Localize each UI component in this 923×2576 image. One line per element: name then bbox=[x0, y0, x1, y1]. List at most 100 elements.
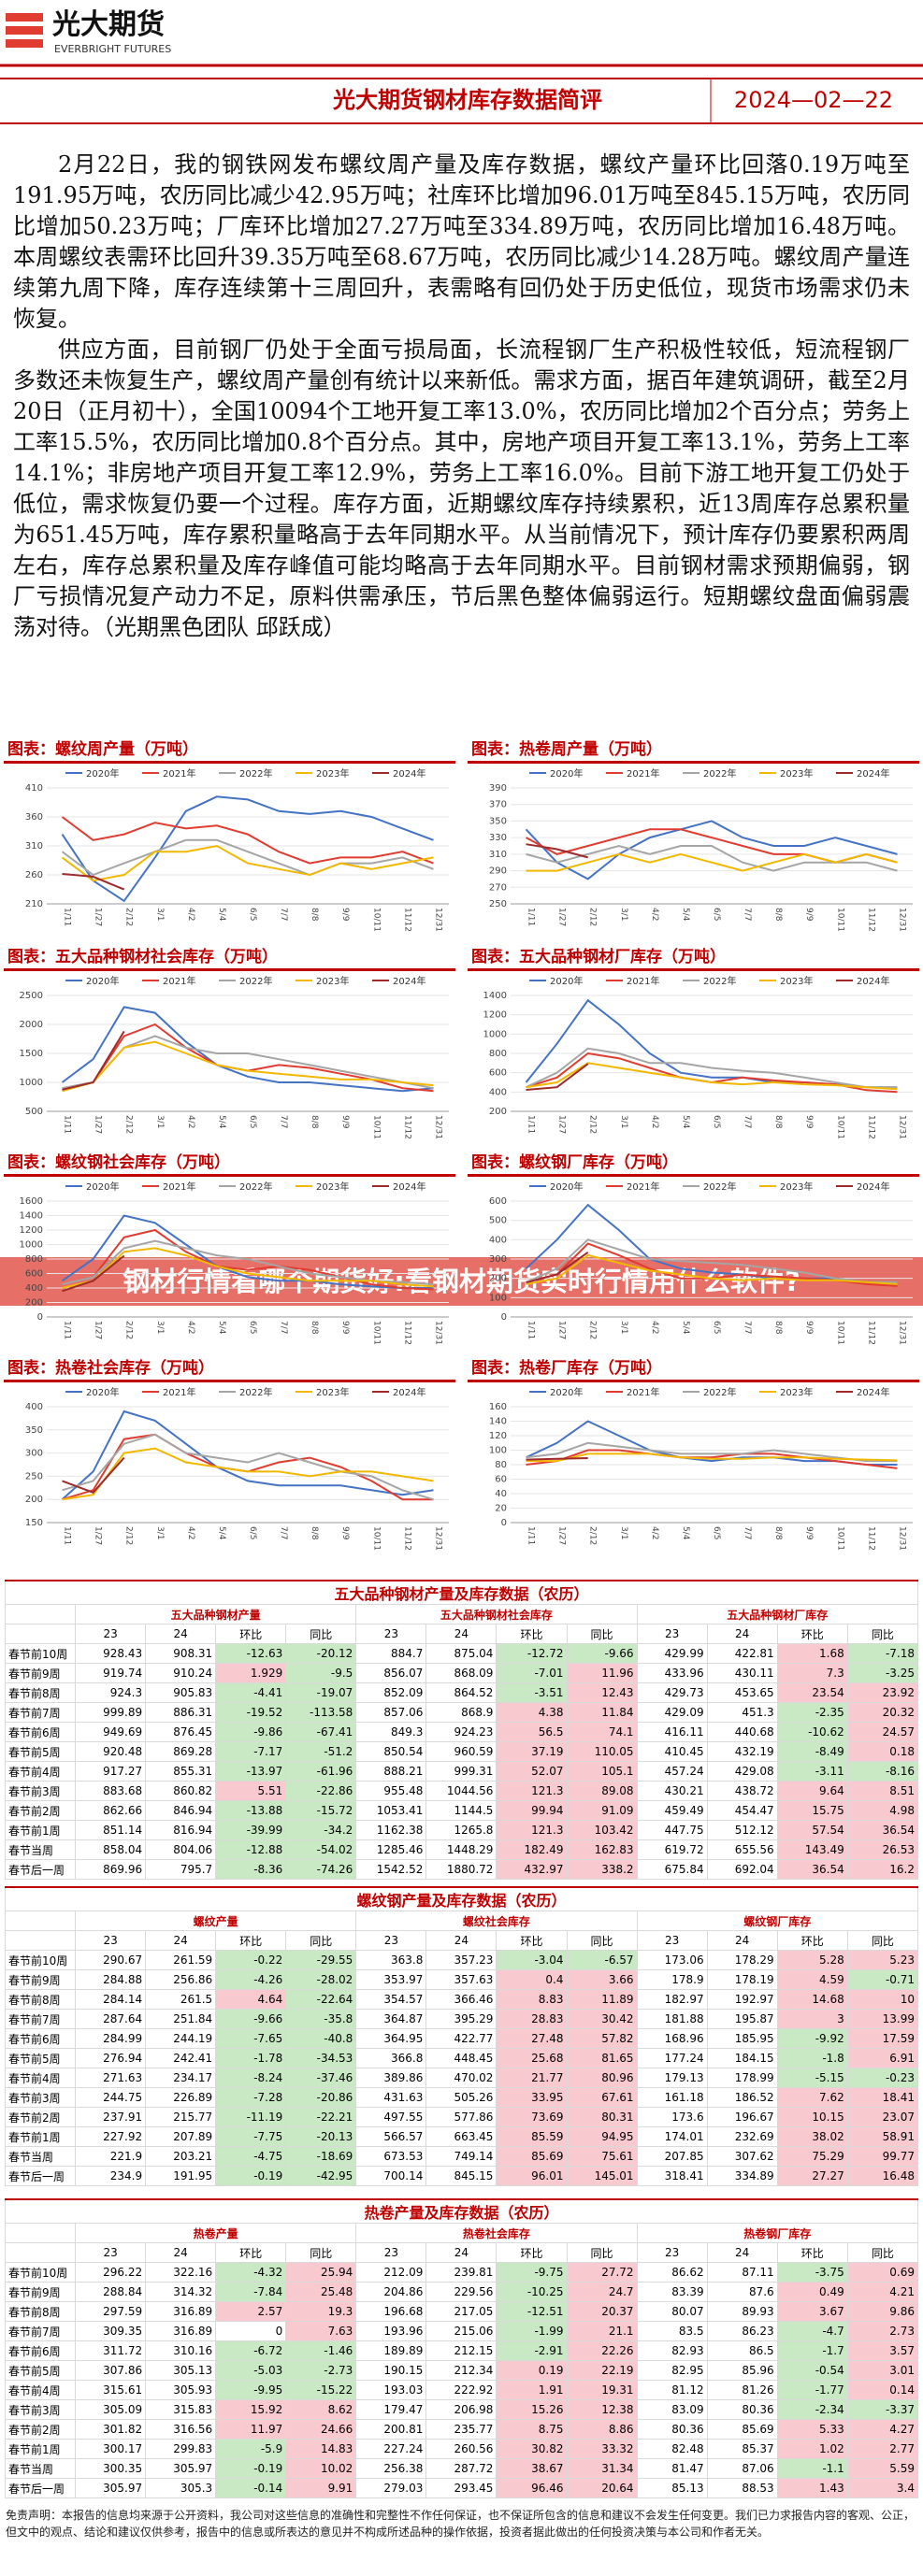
cell: -1.99 bbox=[496, 2321, 568, 2341]
cell: 316.89 bbox=[145, 2301, 217, 2322]
cell: 869.28 bbox=[145, 1741, 217, 1762]
cell: 457.24 bbox=[636, 1761, 708, 1782]
y-tick-label: 400 bbox=[25, 1283, 43, 1294]
cell: 27.72 bbox=[566, 2262, 638, 2283]
cell: 234.9 bbox=[75, 2166, 147, 2186]
row: 春节前8周 924.3 905.83 -4.41 -19.07 852.09 864.52-… bbox=[4, 1682, 919, 1703]
chart-svg: 500 1000 1500 2000 2500 1/11 1/27 2/12 3/1 4/2 5/4… bbox=[20, 975, 449, 1139]
column-header: 环比 bbox=[215, 2242, 287, 2263]
group-header: 热卷社会库存 bbox=[355, 2223, 638, 2243]
cell: 440.68 bbox=[706, 1722, 778, 1742]
column-header: 23 bbox=[355, 2242, 427, 2263]
cell: 67.61 bbox=[566, 2087, 638, 2108]
data-table: 热卷产量及库存数据（农历） 热卷产量 热卷社会库存 热卷钢厂库存 23 24 环比 同比 23 2… bbox=[4, 2198, 919, 2498]
cell: 25.94 bbox=[285, 2262, 357, 2283]
chart-svg: 210 260 310 360 410 1/11 1/27 2/12 3/1 4/2 5/4 6/5 7… bbox=[25, 767, 449, 932]
cell: 0.18 bbox=[846, 1741, 919, 1762]
chart-svg: 0 200 400 600 800 1000 1200 1400 1600 1/11 1/27 2/1… bbox=[20, 1181, 449, 1345]
cell: 8.83 bbox=[496, 1989, 568, 2010]
row-label: 春节前2周 bbox=[4, 2107, 77, 2127]
series-line bbox=[61, 1214, 434, 1289]
legend-label: 2024年 bbox=[393, 1181, 425, 1193]
cell: 459.49 bbox=[636, 1800, 708, 1821]
column-header: 环比 bbox=[776, 1624, 848, 1644]
cell: 28.83 bbox=[496, 2009, 568, 2029]
y-tick-label: 310 bbox=[489, 850, 507, 860]
cell: 33.95 bbox=[496, 2087, 568, 2108]
cell: 27.48 bbox=[496, 2028, 568, 2049]
cell: -2.91 bbox=[496, 2340, 568, 2361]
cell: 94.95 bbox=[566, 2126, 638, 2147]
cell: 12.43 bbox=[566, 1682, 638, 1703]
cell: -3.25 bbox=[846, 1663, 919, 1683]
cell: 179.13 bbox=[636, 2068, 708, 2088]
row-label: 春节前7周 bbox=[4, 1702, 77, 1723]
cell: 244.75 bbox=[75, 2087, 147, 2108]
legend-label: 2024年 bbox=[393, 1386, 425, 1398]
cell: -1.78 bbox=[215, 2048, 287, 2068]
cell: -8.16 bbox=[846, 1761, 919, 1782]
x-tick-label: 5/4 bbox=[681, 908, 690, 922]
chart-title: 图表：螺纹钢社会库存（万吨） bbox=[4, 1152, 455, 1177]
y-tick-label: 600 bbox=[489, 1196, 507, 1207]
series-line bbox=[61, 1410, 434, 1500]
column-header: 同比 bbox=[846, 2242, 919, 2263]
cell: 1162.38 bbox=[355, 1820, 427, 1840]
cell: 85.69 bbox=[706, 2419, 778, 2440]
cell: 9.64 bbox=[776, 1781, 848, 1801]
series-line bbox=[526, 1238, 898, 1283]
cell: 20.37 bbox=[566, 2301, 638, 2322]
cell: 182.97 bbox=[636, 1989, 708, 2010]
cell: 410.45 bbox=[636, 1741, 708, 1762]
y-tick-label: 80 bbox=[495, 1460, 507, 1470]
chart-title: 图表：五大品种钢材社会库存（万吨） bbox=[4, 946, 455, 971]
cell: 749.14 bbox=[425, 2146, 498, 2167]
row: 春节前10周 296.22 322.16 -4.32 25.94 212.09 239.81… bbox=[4, 2262, 919, 2283]
cell: 192.97 bbox=[706, 1989, 778, 2010]
legend-label: 2023年 bbox=[316, 1181, 349, 1193]
cell: -7.18 bbox=[846, 1643, 919, 1664]
column-header: 环比 bbox=[776, 2242, 848, 2263]
cell: 83.09 bbox=[636, 2399, 708, 2420]
x-tick-label: 1/27 bbox=[557, 1115, 567, 1134]
x-tick-label: 11/12 bbox=[402, 1321, 411, 1345]
cell: 429.08 bbox=[706, 1761, 778, 1782]
cell: 73.69 bbox=[496, 2107, 568, 2127]
cell: -9.75 bbox=[496, 2262, 568, 2283]
cell: 143.49 bbox=[776, 1839, 848, 1860]
cell: 229.56 bbox=[425, 2282, 498, 2302]
x-tick-label: 1/11 bbox=[526, 908, 536, 926]
cell: -4.26 bbox=[215, 1969, 287, 1990]
x-tick-label: 3/1 bbox=[619, 908, 628, 921]
legend-label: 2020年 bbox=[550, 1181, 583, 1193]
cell: -7.65 bbox=[215, 2028, 287, 2049]
chart: 图表：螺纹周产量（万吨） 210 260 310 360 410 1/11 1/27 2/12 3… bbox=[4, 738, 455, 951]
row: 春节前4周 315.61 305.93 -9.95 -15.22 193.03 222.92… bbox=[4, 2380, 919, 2400]
y-tick-label: 270 bbox=[489, 882, 507, 893]
row-label: 春节前10周 bbox=[4, 1950, 77, 1970]
cell: 37.19 bbox=[496, 1741, 568, 1762]
cell: -3.75 bbox=[776, 2262, 848, 2283]
cell: 15.92 bbox=[215, 2399, 287, 2420]
cell: 357.63 bbox=[425, 1969, 498, 1990]
x-tick-label: 11/12 bbox=[866, 1115, 875, 1139]
cell: 80.36 bbox=[706, 2399, 778, 2420]
cell: 75.29 bbox=[776, 2146, 848, 2167]
row-label: 春节前9周 bbox=[4, 2282, 77, 2302]
cell: -6.57 bbox=[566, 1950, 638, 1970]
cell: -7.75 bbox=[215, 2126, 287, 2147]
cell: -37.46 bbox=[285, 2068, 357, 2088]
cell: 80.07 bbox=[636, 2301, 708, 2322]
column-header: 同比 bbox=[566, 1624, 638, 1644]
row: 春节前3周 883.68 860.82 5.51 -22.86 955.48 1044.56… bbox=[4, 1781, 919, 1801]
logo-bar bbox=[6, 39, 43, 48]
row-label: 春节前7周 bbox=[4, 2321, 77, 2341]
cell: -12.51 bbox=[496, 2301, 568, 2322]
legend-label: 2021年 bbox=[627, 767, 659, 780]
cell: 928.43 bbox=[75, 1643, 147, 1664]
group-header: 螺纹钢厂库存 bbox=[636, 1911, 919, 1931]
cell: 33.32 bbox=[566, 2439, 638, 2459]
column-header: 环比 bbox=[776, 1930, 848, 1951]
y-tick-label: 140 bbox=[489, 1417, 507, 1427]
series-line bbox=[525, 1203, 898, 1283]
